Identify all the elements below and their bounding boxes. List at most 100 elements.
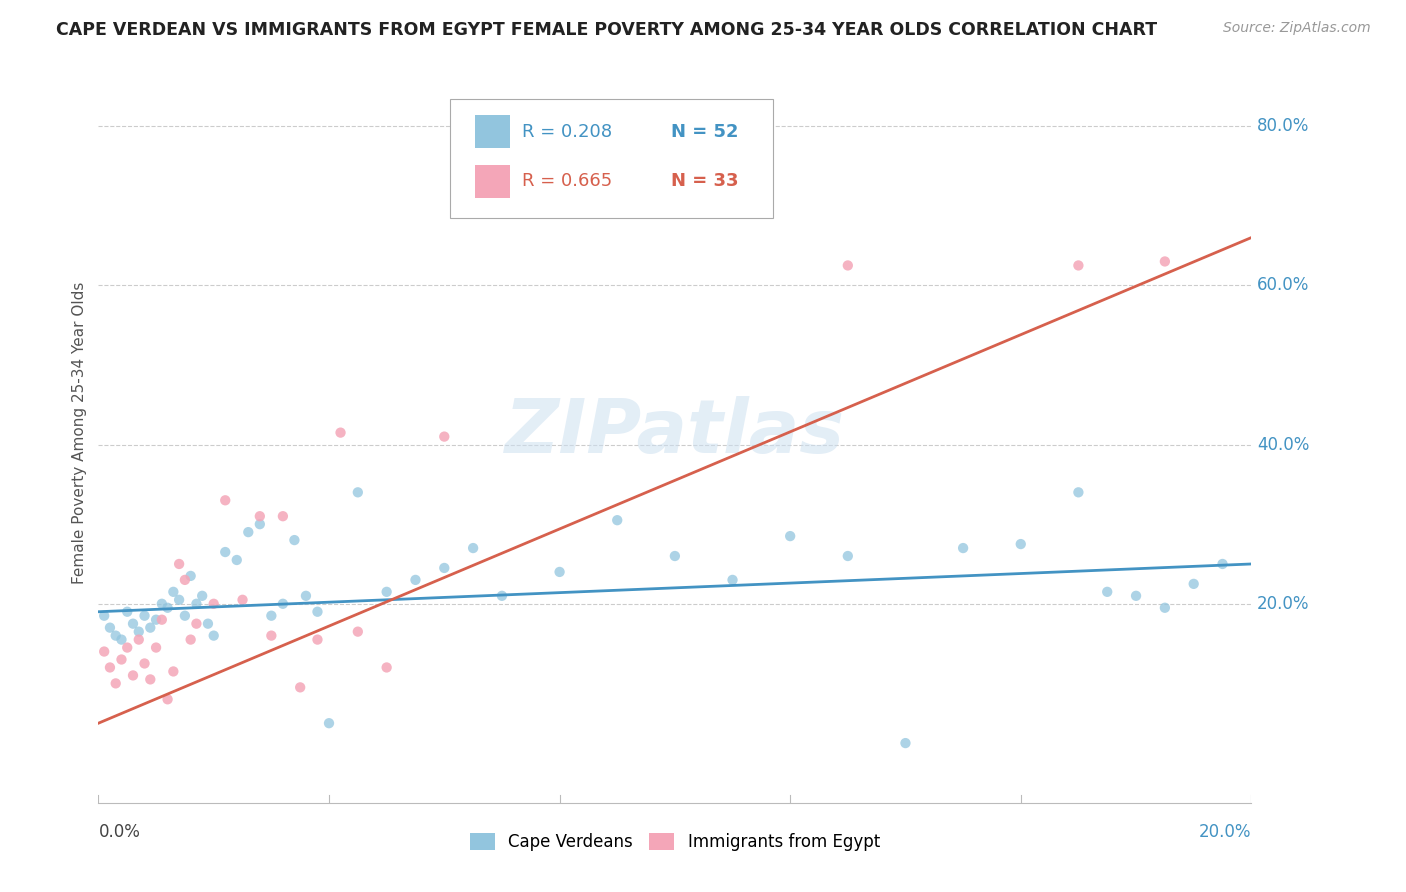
Point xyxy=(837,549,859,563)
Point xyxy=(174,608,197,623)
Point xyxy=(307,605,329,619)
Point xyxy=(307,632,329,647)
Point xyxy=(952,541,974,555)
Point xyxy=(491,589,513,603)
Point xyxy=(197,616,219,631)
Point xyxy=(167,592,190,607)
Point xyxy=(145,613,167,627)
Point xyxy=(128,632,150,647)
Point xyxy=(249,509,271,524)
Point xyxy=(186,616,208,631)
Text: 20.0%: 20.0% xyxy=(1199,822,1251,840)
Point xyxy=(145,640,167,655)
Text: 80.0%: 80.0% xyxy=(1257,117,1309,135)
Point xyxy=(174,573,197,587)
Point xyxy=(180,569,202,583)
Point xyxy=(461,541,484,555)
Point xyxy=(1097,584,1119,599)
Point xyxy=(128,624,150,639)
Point xyxy=(180,632,202,647)
Point xyxy=(167,557,190,571)
Point xyxy=(231,592,254,607)
Point xyxy=(433,429,456,443)
Point xyxy=(156,600,179,615)
Point xyxy=(93,644,115,658)
Text: 20.0%: 20.0% xyxy=(1257,595,1309,613)
Point xyxy=(238,525,260,540)
Point xyxy=(271,509,294,524)
Point xyxy=(346,624,368,639)
Point xyxy=(346,485,368,500)
Point xyxy=(375,660,398,674)
Point xyxy=(214,545,236,559)
Point xyxy=(1154,600,1177,615)
Point xyxy=(606,513,628,527)
Point xyxy=(162,584,184,599)
Text: CAPE VERDEAN VS IMMIGRANTS FROM EGYPT FEMALE POVERTY AMONG 25-34 YEAR OLDS CORRE: CAPE VERDEAN VS IMMIGRANTS FROM EGYPT FE… xyxy=(56,21,1157,38)
Text: 40.0%: 40.0% xyxy=(1257,435,1309,453)
Point xyxy=(191,589,214,603)
Point xyxy=(225,553,247,567)
Point xyxy=(110,632,132,647)
Point xyxy=(1182,577,1205,591)
Point xyxy=(837,259,859,273)
Point xyxy=(290,681,312,695)
Point xyxy=(162,665,184,679)
Point xyxy=(98,621,121,635)
Legend: Cape Verdeans, Immigrants from Egypt: Cape Verdeans, Immigrants from Egypt xyxy=(463,826,887,857)
Point xyxy=(491,183,513,197)
Point xyxy=(375,584,398,599)
FancyBboxPatch shape xyxy=(475,165,510,198)
Point xyxy=(117,605,139,619)
Text: R = 0.665: R = 0.665 xyxy=(522,172,612,190)
Point xyxy=(249,517,271,532)
FancyBboxPatch shape xyxy=(475,115,510,148)
Point xyxy=(260,608,283,623)
Point xyxy=(150,613,173,627)
Point xyxy=(104,629,127,643)
Point xyxy=(98,660,121,674)
Point xyxy=(117,640,139,655)
Point xyxy=(894,736,917,750)
Point xyxy=(1067,485,1090,500)
Point xyxy=(405,573,427,587)
Point xyxy=(139,621,162,635)
Text: R = 0.208: R = 0.208 xyxy=(522,123,612,141)
Point xyxy=(110,652,132,666)
Point xyxy=(271,597,294,611)
Y-axis label: Female Poverty Among 25-34 Year Olds: Female Poverty Among 25-34 Year Olds xyxy=(72,282,87,583)
Point xyxy=(664,549,686,563)
Point xyxy=(283,533,305,547)
Point xyxy=(214,493,236,508)
Text: ZIPatlas: ZIPatlas xyxy=(505,396,845,469)
Point xyxy=(318,716,340,731)
Point xyxy=(433,561,456,575)
Point xyxy=(186,597,208,611)
Point xyxy=(150,597,173,611)
Point xyxy=(1125,589,1147,603)
Point xyxy=(104,676,127,690)
Point xyxy=(122,668,145,682)
Text: 60.0%: 60.0% xyxy=(1257,277,1309,294)
Point xyxy=(156,692,179,706)
Point xyxy=(202,597,225,611)
Point xyxy=(93,608,115,623)
Point xyxy=(202,629,225,643)
Point xyxy=(295,589,318,603)
Point xyxy=(1212,557,1234,571)
FancyBboxPatch shape xyxy=(450,99,773,218)
Point xyxy=(721,573,744,587)
Point xyxy=(1154,254,1177,268)
Point xyxy=(260,629,283,643)
Text: Source: ZipAtlas.com: Source: ZipAtlas.com xyxy=(1223,21,1371,35)
Point xyxy=(134,608,156,623)
Point xyxy=(1010,537,1032,551)
Point xyxy=(134,657,156,671)
Point xyxy=(139,673,162,687)
Point xyxy=(329,425,352,440)
Text: 0.0%: 0.0% xyxy=(98,822,141,840)
Point xyxy=(779,529,801,543)
Point xyxy=(1067,259,1090,273)
Text: N = 52: N = 52 xyxy=(672,123,740,141)
Point xyxy=(548,565,571,579)
